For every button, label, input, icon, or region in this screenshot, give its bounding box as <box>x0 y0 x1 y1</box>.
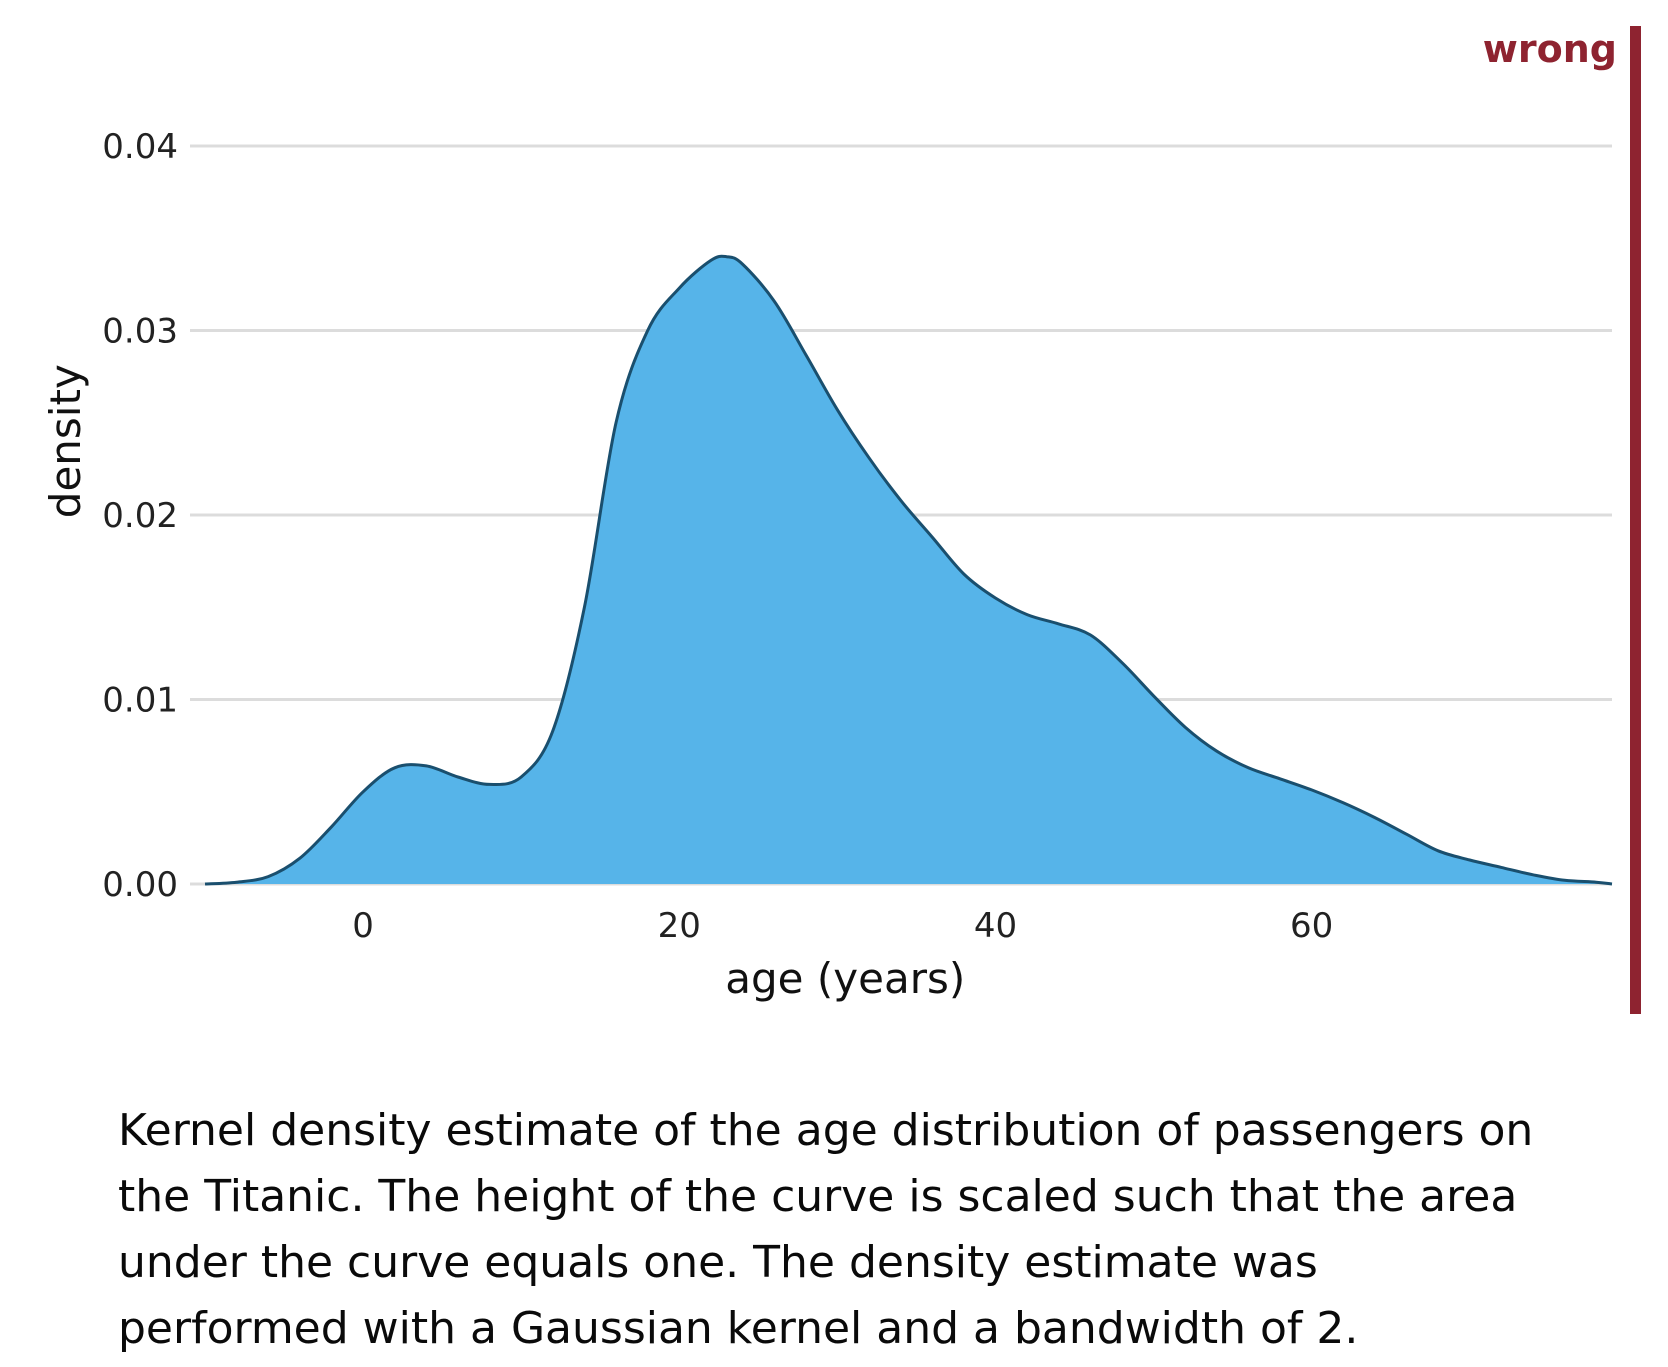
y-axis-label: density <box>41 364 90 518</box>
x-tick-label: 20 <box>658 906 701 946</box>
density-area-layer <box>204 254 1613 886</box>
x-tick-label: 0 <box>352 906 374 946</box>
density-chart: 0.000.010.020.030.040 20 40 60 age (years) … <box>41 26 1641 1014</box>
x-tick-label: 60 <box>1290 906 1333 946</box>
density-curve <box>204 254 1613 886</box>
y-tick-label: 0.01 <box>102 681 178 721</box>
y-tick-label: 0.02 <box>102 496 178 536</box>
tick-labels: 0.00 0.01 0.02 0.03 0.04 0 20 40 60 <box>102 127 1333 946</box>
x-tick-label: 40 <box>974 906 1017 946</box>
y-tick-label: 0.03 <box>102 312 178 352</box>
figure-caption: Kernel density estimate of the age distr… <box>118 1105 1534 1354</box>
y-tick-label: 0.00 <box>102 865 178 905</box>
density-area <box>205 256 1612 884</box>
verdict-bar <box>1630 26 1641 1014</box>
verdict-label: wrong <box>1483 27 1617 71</box>
x-axis-label: age (years) <box>725 954 965 1003</box>
y-tick-label: 0.04 <box>102 127 178 167</box>
